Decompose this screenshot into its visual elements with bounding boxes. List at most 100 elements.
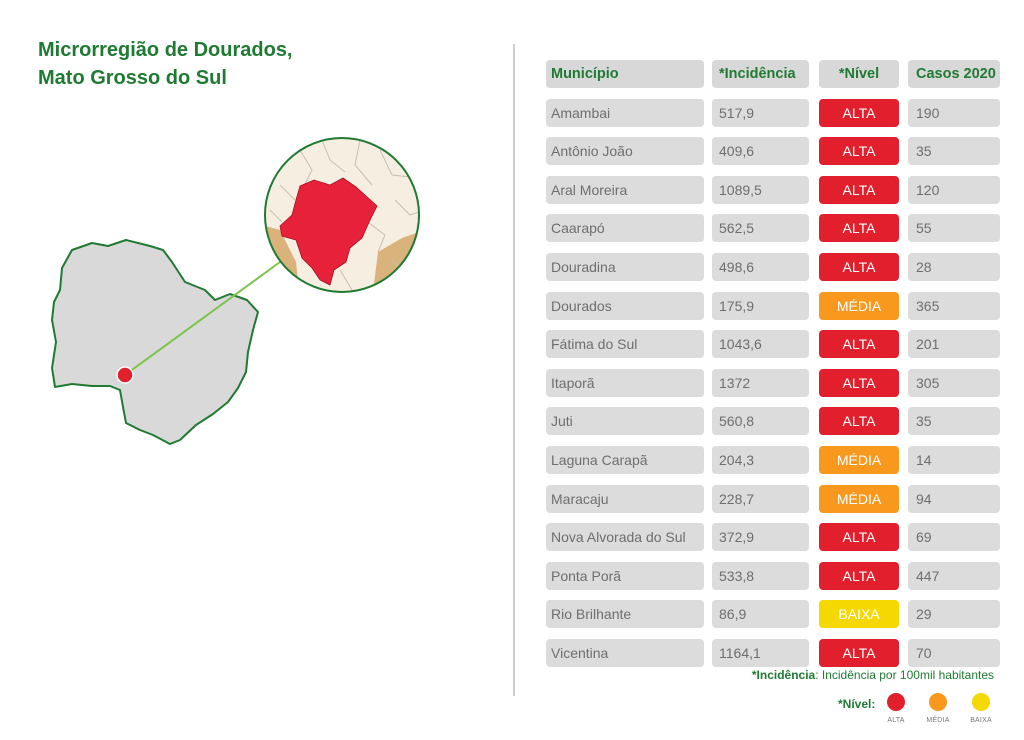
cell-nivel: ALTA [819,523,899,552]
cell-casos: 69 [908,523,1000,552]
cell-incidencia: 517,9 [712,98,809,127]
cell-municipio: Rio Brilhante [546,600,704,629]
region-map [51,137,420,445]
cell-casos: 55 [908,214,1000,243]
legend-text-media: MÉDIA [926,717,950,724]
table-row: Ponta Porã 533,8 ALTA 447 [546,561,1000,601]
cell-casos: 14 [908,445,1000,474]
cell-incidencia: 1089,5 [712,175,809,204]
zoom-inset [264,137,420,293]
cell-municipio: Laguna Carapã [546,445,704,474]
cell-municipio: Aral Moreira [546,175,704,204]
legend-item-alta: ALTA [878,693,914,724]
legend-dot-baixa [972,693,990,711]
cell-municipio: Antônio João [546,137,704,166]
cell-incidencia: 409,6 [712,137,809,166]
cell-incidencia: 1372 [712,368,809,397]
legend-label: *Nível: [838,697,876,711]
location-marker [116,366,134,384]
cell-casos: 305 [908,368,1000,397]
cell-incidencia: 498,6 [712,252,809,281]
table-row: Antônio João 409,6 ALTA 35 [546,137,1000,176]
cell-municipio: Caarapó [546,214,704,243]
level-legend: *Nível: ALTA MÉDIA BAIXA [838,693,1008,733]
cell-casos: 201 [908,330,1000,359]
cell-incidencia: 228,7 [712,484,809,513]
cell-municipio: Vicentina [546,638,704,667]
cell-incidencia: 204,3 [712,445,809,474]
cell-casos: 28 [908,252,1000,281]
cell-casos: 35 [908,407,1000,436]
cell-municipio: Fátima do Sul [546,330,704,359]
table-row: Douradina 498,6 ALTA 28 [546,252,1000,292]
table-row: Juti 560,8 ALTA 35 [546,407,1000,446]
footnote-text: : Incidência por 100mil habitantes [815,668,994,682]
table-row: Dourados 175,9 MÉDIA 365 [546,291,1000,331]
legend-item-media: MÉDIA [920,693,956,724]
connector-line [124,261,281,376]
highlight-municipality [279,177,378,286]
cell-casos: 35 [908,137,1000,166]
legend-dot-media [929,693,947,711]
cell-casos: 70 [908,638,1000,667]
table-row: Aral Moreira 1089,5 ALTA 120 [546,175,1000,215]
cell-municipio: Ponta Porã [546,561,704,590]
cell-municipio: Itaporã [546,368,704,397]
cell-nivel: ALTA [819,330,899,359]
table-row: Vicentina 1164,1 ALTA 70 [546,638,1000,678]
cell-nivel: MÉDIA [819,291,899,320]
cell-incidencia: 86,9 [712,600,809,629]
cell-municipio: Douradina [546,252,704,281]
cell-casos: 190 [908,98,1000,127]
footnote: *Incidência: Incidência por 100mil habit… [752,668,994,682]
cell-nivel: ALTA [819,368,899,397]
table-row: Amambai 517,9 ALTA 190 [546,98,1000,138]
table-row: Itaporã 1372 ALTA 305 [546,368,1000,408]
table-row: Maracaju 228,7 MÉDIA 94 [546,484,1000,524]
cell-nivel: ALTA [819,561,899,590]
cell-incidencia: 1043,6 [712,330,809,359]
table-row: Caarapó 562,5 ALTA 55 [546,214,1000,253]
header-casos: Casos 2020 [908,60,1000,88]
state-outline [51,239,259,445]
footnote-term: *Incidência [751,668,816,682]
cell-casos: 447 [908,561,1000,590]
title-line-2: Mato Grosso do Sul [38,67,227,89]
boundary-lines [269,139,419,291]
cell-nivel: ALTA [819,137,899,166]
cell-nivel: ALTA [819,638,899,667]
cell-municipio: Dourados [546,291,704,320]
title-line-1: Microrregião de Dourados, [38,39,293,61]
table-row: Rio Brilhante 86,9 BAIXA 29 [546,600,1000,639]
cell-nivel: ALTA [819,407,899,436]
table-row: Fátima do Sul 1043,6 ALTA 201 [546,330,1000,369]
cell-nivel: MÉDIA [819,445,899,474]
table-row: Laguna Carapã 204,3 MÉDIA 14 [546,445,1000,485]
legend-text-alta: ALTA [887,717,905,724]
vertical-divider [513,44,515,696]
cell-incidencia: 533,8 [712,561,809,590]
cell-casos: 94 [908,484,1000,513]
cell-nivel: ALTA [819,252,899,281]
table-row: Nova Alvorada do Sul 372,9 ALTA 69 [546,523,1000,562]
cell-incidencia: 1164,1 [712,638,809,667]
table-header-row: Município *Incidência *Nível Casos 2020 [546,60,1000,99]
cell-casos: 29 [908,600,1000,629]
header-municipio: Município [546,60,704,88]
cell-nivel: BAIXA [819,600,899,629]
cell-municipio: Maracaju [546,484,704,513]
incidence-table: Município *Incidência *Nível Casos 2020 … [546,60,1000,678]
cell-incidencia: 372,9 [712,523,809,552]
cell-municipio: Nova Alvorada do Sul [546,523,704,552]
cell-casos: 365 [908,291,1000,320]
cell-municipio: Juti [546,407,704,436]
legend-item-baixa: BAIXA [963,693,999,724]
cell-incidencia: 560,8 [712,407,809,436]
legend-text-baixa: BAIXA [970,717,992,724]
cell-nivel: ALTA [819,175,899,204]
legend-dot-alta [887,693,905,711]
cell-nivel: ALTA [819,214,899,243]
page-title: Microrregião de Dourados, Mato Grosso do… [38,36,293,92]
cell-nivel: ALTA [819,98,899,127]
header-incidencia: *Incidência [712,60,809,88]
